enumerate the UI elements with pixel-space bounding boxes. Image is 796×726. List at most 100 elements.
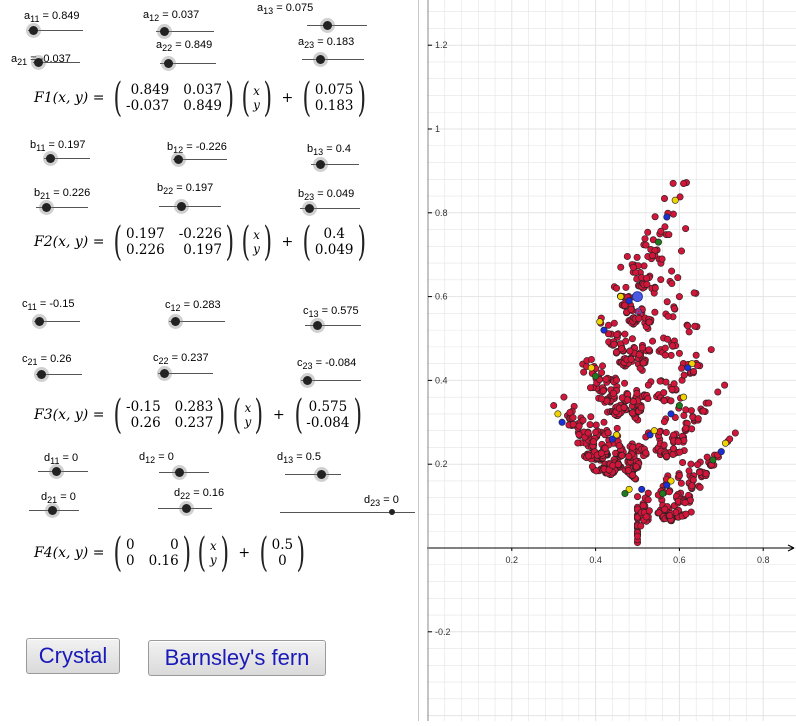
attractor-point (681, 499, 689, 507)
x-tick-label: 0.8 (757, 555, 770, 565)
slider-track[interactable] (173, 159, 227, 160)
attractor-point (690, 367, 698, 375)
slider-label: b21 = 0.226 (34, 187, 91, 201)
graphics-view[interactable]: 0.2 0.4 0.6 0.8 1.2 1 0.8 0.6 0.4 0.2 -0.2 A (427, 0, 796, 721)
slider-knob[interactable] (37, 370, 46, 379)
slider-track[interactable] (38, 471, 88, 472)
slider-a21[interactable]: a21 = -0.037 (11, 53, 91, 87)
graph-canvas[interactable]: 0.2 0.4 0.6 0.8 1.2 1 0.8 0.6 0.4 0.2 -0.2 A (427, 0, 796, 721)
slider-knob[interactable] (35, 317, 44, 326)
slider-track[interactable] (305, 325, 361, 326)
slider-knob[interactable] (160, 27, 169, 36)
point-a-marker[interactable] (632, 291, 643, 303)
slider-d12[interactable]: d12 = 0 (139, 451, 219, 485)
slider-track[interactable] (36, 207, 88, 208)
point-a-label: A (636, 307, 643, 318)
attractor-point (625, 485, 633, 493)
slider-d22[interactable]: d22 = 0.16 (158, 487, 244, 521)
slider-track[interactable] (302, 59, 364, 60)
attractor-point (627, 355, 635, 363)
slider-c12[interactable]: c12 = 0.283 (165, 299, 245, 333)
y-tick-label: 0.8 (435, 208, 448, 218)
slider-knob[interactable] (317, 470, 326, 479)
slider-d13[interactable]: d13 = 0.5 (277, 451, 347, 485)
slider-track[interactable] (156, 31, 214, 32)
attractor-point (628, 335, 636, 343)
slider-track[interactable] (307, 25, 367, 26)
slider-track[interactable] (33, 62, 80, 63)
slider-track[interactable] (34, 321, 80, 322)
attractor-point (675, 402, 683, 410)
slider-knob[interactable] (164, 59, 173, 68)
point-a[interactable]: A (632, 291, 643, 318)
attractor-point (677, 247, 685, 255)
slider-c13[interactable]: c13 = 0.575 (303, 305, 383, 339)
slider-c11[interactable]: c11 = -0.15 (22, 298, 102, 332)
slider-track[interactable] (311, 164, 359, 165)
y-tick-label: -0.2 (435, 627, 451, 637)
slider-knob[interactable] (52, 467, 61, 476)
slider-track[interactable] (28, 30, 83, 31)
slider-track[interactable] (159, 206, 221, 207)
slider-knob[interactable] (46, 154, 55, 163)
slider-knob[interactable] (171, 317, 180, 326)
attractor-point (609, 462, 617, 470)
slider-knob[interactable] (177, 202, 186, 211)
slider-track[interactable] (159, 472, 209, 473)
slider-c21[interactable]: c21 = 0.26 (22, 353, 102, 387)
attractor-point (598, 369, 606, 377)
slider-knob[interactable] (316, 160, 325, 169)
attractor-point (675, 293, 683, 301)
slider-knob[interactable] (175, 468, 184, 477)
slider-c22[interactable]: c22 = 0.237 (153, 352, 243, 386)
slider-a13[interactable]: a13 = 0.075 (257, 2, 372, 36)
slider-b13[interactable]: b13 = 0.4 (307, 143, 377, 177)
slider-b22[interactable]: b22 = 0.197 (157, 182, 237, 216)
slider-c23[interactable]: c23 = -0.084 (297, 357, 377, 391)
slider-a23[interactable]: a23 = 0.183 (298, 36, 378, 70)
slider-a22[interactable]: a22 = 0.849 (156, 39, 236, 73)
slider-b21[interactable]: b21 = 0.226 (34, 187, 114, 221)
slider-track[interactable] (36, 374, 82, 375)
slider-track[interactable] (300, 208, 360, 209)
slider-knob[interactable] (182, 504, 191, 513)
slider-track[interactable] (285, 474, 341, 475)
slider-knob[interactable] (160, 369, 169, 378)
crystal-button[interactable]: Crystal (26, 638, 120, 674)
slider-knob[interactable] (323, 21, 332, 30)
slider-knob[interactable] (316, 55, 325, 64)
slider-d21[interactable]: d21 = 0 (29, 491, 101, 525)
slider-d11[interactable]: d11 = 0 (38, 452, 104, 486)
attractor-point (665, 231, 673, 239)
slider-knob[interactable] (313, 321, 322, 330)
slider-a12[interactable]: a12 = 0.037 (143, 9, 233, 43)
slider-d23[interactable]: d23 = 0 (280, 494, 415, 528)
attractor-point (680, 436, 688, 444)
attractor-point (651, 213, 659, 221)
slider-track[interactable] (158, 373, 213, 374)
slider-track[interactable] (160, 63, 216, 64)
attractor-point (623, 396, 631, 404)
slider-knob[interactable] (303, 376, 312, 385)
barnsleys-fern-button[interactable]: Barnsley's fern (148, 640, 326, 676)
slider-knob[interactable] (174, 155, 183, 164)
attractor-point (669, 445, 677, 453)
slider-label: d21 = 0 (41, 491, 76, 505)
slider-track[interactable] (280, 512, 415, 513)
slider-knob[interactable] (305, 204, 314, 213)
slider-knob[interactable] (389, 509, 395, 515)
slider-b12[interactable]: b12 = -0.226 (167, 141, 257, 175)
slider-a11[interactable]: a11 = 0.849 (24, 10, 94, 44)
slider-b11[interactable]: b11 = 0.197 (30, 139, 110, 173)
slider-knob[interactable] (42, 203, 51, 212)
attractor-point (614, 460, 622, 468)
panel-divider[interactable] (418, 0, 419, 721)
attractor-point (629, 443, 637, 451)
slider-knob[interactable] (29, 26, 38, 35)
slider-track[interactable] (44, 158, 90, 159)
slider-knob[interactable] (34, 58, 43, 67)
slider-b23[interactable]: b23 = 0.049 (298, 188, 378, 222)
slider-track[interactable] (169, 321, 225, 322)
slider-knob[interactable] (48, 506, 57, 515)
slider-track[interactable] (301, 380, 361, 381)
